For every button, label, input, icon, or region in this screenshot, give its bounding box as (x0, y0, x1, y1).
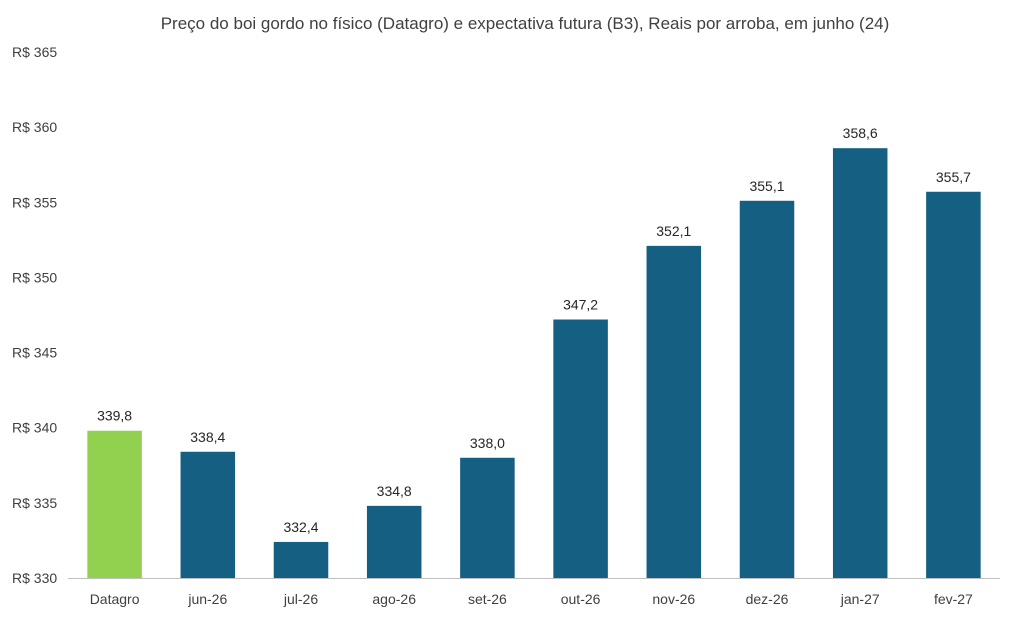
data-label-dez-26: 355,1 (749, 178, 784, 194)
data-label-jun-26: 338,4 (190, 429, 225, 445)
data-label-fev-27: 355,7 (936, 169, 971, 185)
data-labels: 339,8 338,4 332,4 334,8 338,0 347,2 352,1 355,1… (97, 125, 971, 535)
y-tick-label: R$ 350 (12, 269, 57, 285)
bar-out-26 (553, 319, 608, 578)
bar-nov-26 (646, 245, 702, 578)
bar-jul-26 (273, 541, 329, 578)
data-label-set-26: 338,0 (470, 435, 505, 451)
y-tick-label: R$ 345 (12, 345, 57, 361)
chart-title: Preço do boi gordo no físico (Datagro) e… (160, 14, 890, 33)
bar-dez-26 (739, 200, 795, 579)
x-tick-label-out-26: out-26 (561, 591, 601, 607)
y-tick-label: R$ 335 (12, 495, 57, 511)
bar-jan-27 (832, 148, 888, 578)
y-tick-label: R$ 330 (12, 570, 57, 586)
data-label-nov-26: 352,1 (656, 223, 691, 239)
y-tick-label: R$ 355 (12, 194, 57, 210)
y-axis: R$ 330 R$ 335 R$ 340 R$ 345 R$ 350 R$ 355 R$ 3… (12, 44, 57, 586)
x-tick-label-nov-26: nov-26 (652, 591, 695, 607)
bar-jun-26 (180, 451, 236, 578)
bars (87, 148, 981, 579)
data-label-ago-26: 334,8 (377, 483, 412, 499)
x-tick-label-dez-26: dez-26 (746, 591, 789, 607)
x-tick-label-ago-26: ago-26 (372, 591, 416, 607)
bar-datagro (87, 430, 142, 578)
y-tick-label: R$ 365 (12, 44, 57, 60)
x-tick-label-fev-27: fev-27 (934, 591, 973, 607)
x-tick-label-jun-26: jun-26 (187, 591, 227, 607)
bar-ago-26 (366, 505, 422, 578)
x-tick-label-jan-27: jan-27 (840, 591, 880, 607)
data-label-out-26: 347,2 (563, 297, 598, 313)
data-label-jul-26: 332,4 (283, 519, 318, 535)
x-axis: Datagro jun-26 jul-26 ago-26 set-26 out-26 nov… (68, 578, 1000, 607)
bar-fev-27 (926, 191, 981, 578)
y-tick-label: R$ 360 (12, 119, 57, 135)
x-tick-label-jul-26: jul-26 (283, 591, 318, 607)
y-tick-label: R$ 340 (12, 420, 57, 436)
x-tick-label-datagro: Datagro (90, 591, 140, 607)
data-label-datagro: 339,8 (97, 408, 132, 424)
data-label-jan-27: 358,6 (843, 125, 878, 141)
bar-set-26 (460, 457, 515, 578)
x-tick-label-set-26: set-26 (468, 591, 507, 607)
